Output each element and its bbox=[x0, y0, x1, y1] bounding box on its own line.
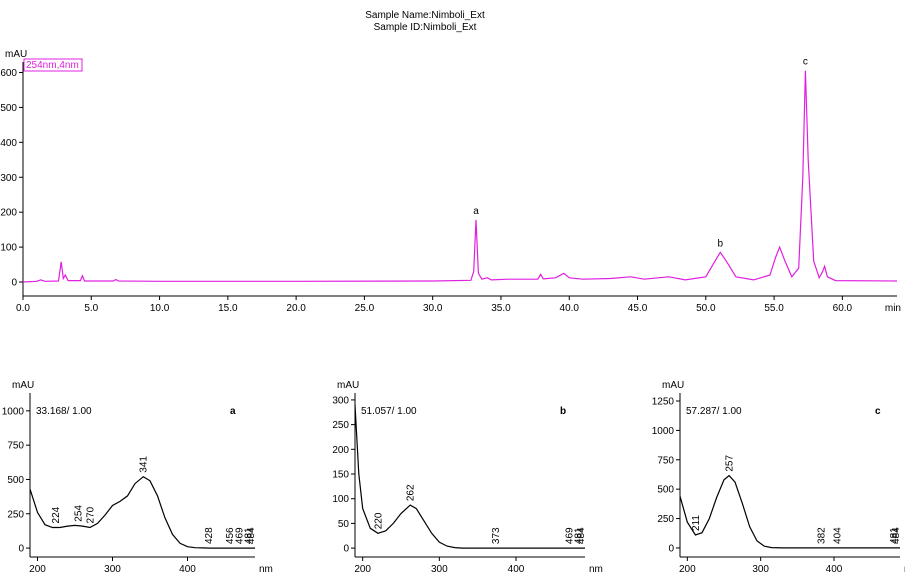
y-tick-label: 0 bbox=[11, 278, 17, 289]
legend-label: 254nm,4nm bbox=[26, 60, 79, 71]
x-tick-label: 400 bbox=[179, 564, 196, 575]
y-tick-label: 50 bbox=[338, 519, 350, 530]
x-axis-label: nm bbox=[259, 564, 273, 575]
peak-wavelength: 428 bbox=[204, 527, 215, 544]
y-tick-label: 0 bbox=[18, 544, 24, 555]
x-tick-label: 300 bbox=[752, 564, 769, 575]
x-tick-label: 35.0 bbox=[491, 303, 511, 314]
trace bbox=[354, 404, 585, 549]
y-axis-label: mAU bbox=[5, 49, 27, 60]
x-tick-label: 30.0 bbox=[423, 303, 443, 314]
panel-label: a bbox=[230, 406, 236, 417]
peak-wavelength: 220 bbox=[374, 512, 385, 529]
y-tick-label: 600 bbox=[0, 68, 17, 79]
title: Sample Name:Nimboli_Ext bbox=[365, 10, 485, 21]
x-tick-label: 200 bbox=[29, 564, 46, 575]
x-tick-label: 300 bbox=[104, 564, 121, 575]
x-tick-label: 40.0 bbox=[560, 303, 580, 314]
peak-wavelength: 382 bbox=[816, 527, 827, 544]
y-tick-label: 100 bbox=[332, 494, 349, 505]
y-tick-label: 200 bbox=[0, 208, 17, 219]
y-tick-label: 0 bbox=[668, 543, 674, 554]
peak-wavelength: 257 bbox=[725, 455, 736, 472]
y-axis-label: mAU bbox=[662, 380, 684, 391]
peak-wavelength: 481 bbox=[889, 527, 900, 544]
y-tick-label: 250 bbox=[657, 514, 674, 525]
x-tick-label: 0.0 bbox=[16, 303, 30, 314]
y-tick-label: 1250 bbox=[652, 396, 675, 407]
x-tick-label: 10.0 bbox=[150, 303, 170, 314]
trace bbox=[679, 474, 900, 549]
x-tick-label: 5.0 bbox=[84, 303, 98, 314]
peak-wavelength: 224 bbox=[51, 506, 62, 523]
y-tick-label: 0 bbox=[343, 544, 349, 555]
subtitle: Sample ID:Nimboli_Ext bbox=[374, 22, 477, 33]
peak-wavelength: 469 bbox=[564, 527, 575, 544]
peak-annotation: b bbox=[718, 238, 724, 249]
peak-annotation: a bbox=[473, 206, 479, 217]
y-tick-label: 250 bbox=[332, 420, 349, 431]
trace bbox=[29, 475, 255, 549]
x-tick-label: 60.0 bbox=[833, 303, 853, 314]
y-tick-label: 300 bbox=[332, 395, 349, 406]
y-tick-label: 400 bbox=[0, 138, 17, 149]
peak-wavelength: 469 bbox=[235, 527, 246, 544]
peak-wavelength: 211 bbox=[691, 515, 702, 531]
y-tick-label: 100 bbox=[0, 243, 17, 254]
y-tick-label: 1000 bbox=[2, 406, 25, 417]
retention-label: 57.287/ 1.00 bbox=[686, 406, 742, 417]
peak-wavelength: 481 bbox=[244, 527, 255, 544]
x-tick-label: 20.0 bbox=[286, 303, 306, 314]
x-tick-label: 200 bbox=[354, 564, 371, 575]
x-tick-label: 200 bbox=[679, 564, 696, 575]
y-tick-label: 500 bbox=[657, 485, 674, 496]
y-axis-label: mAU bbox=[337, 380, 359, 391]
peak-wavelength: 484 bbox=[891, 527, 902, 544]
peak-wavelength: 404 bbox=[832, 527, 843, 544]
y-tick-label: 300 bbox=[0, 173, 17, 184]
x-tick-label: 400 bbox=[826, 564, 843, 575]
y-tick-label: 250 bbox=[7, 509, 24, 520]
x-tick-label: 300 bbox=[431, 564, 448, 575]
y-tick-label: 200 bbox=[332, 445, 349, 456]
x-tick-label: 15.0 bbox=[218, 303, 238, 314]
peak-wavelength: 373 bbox=[491, 527, 502, 544]
x-tick-label: 400 bbox=[508, 564, 525, 575]
peak-wavelength: 484 bbox=[576, 527, 587, 544]
x-tick-label: 50.0 bbox=[696, 303, 716, 314]
x-axis-label: nm bbox=[589, 564, 603, 575]
peak-wavelength: 481 bbox=[574, 527, 585, 544]
peak-wavelength: 270 bbox=[86, 506, 97, 523]
retention-label: 33.168/ 1.00 bbox=[36, 406, 92, 417]
legend-box bbox=[23, 58, 83, 72]
peak-wavelength: 341 bbox=[139, 456, 150, 473]
peak-annotation: c bbox=[803, 57, 808, 68]
x-tick-label: 55.0 bbox=[764, 303, 784, 314]
y-tick-label: 500 bbox=[0, 103, 17, 114]
peak-wavelength: 456 bbox=[225, 527, 236, 544]
y-tick-label: 150 bbox=[332, 470, 349, 481]
peak-wavelength: 254 bbox=[74, 505, 85, 522]
y-tick-label: 500 bbox=[7, 475, 24, 486]
x-axis-label: min bbox=[885, 303, 901, 314]
x-tick-label: 45.0 bbox=[628, 303, 648, 314]
x-tick-label: 25.0 bbox=[355, 303, 375, 314]
y-axis-label: mAU bbox=[12, 380, 34, 391]
trace bbox=[22, 70, 898, 283]
panel-label: c bbox=[875, 406, 881, 417]
peak-wavelength: 262 bbox=[406, 484, 417, 501]
panel-label: b bbox=[560, 406, 566, 417]
y-tick-label: 750 bbox=[657, 455, 674, 466]
peak-wavelength: 484 bbox=[246, 527, 257, 544]
retention-label: 51.057/ 1.00 bbox=[361, 406, 417, 417]
y-tick-label: 750 bbox=[7, 441, 24, 452]
y-tick-label: 1000 bbox=[652, 426, 675, 437]
